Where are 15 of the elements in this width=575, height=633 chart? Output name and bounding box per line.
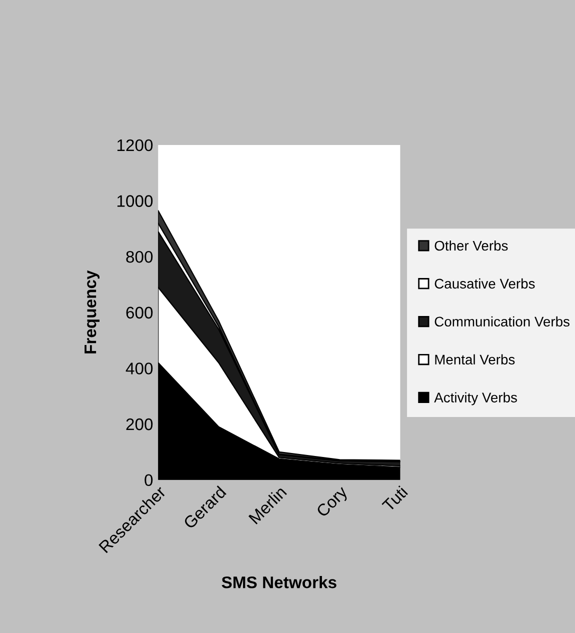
x-axis-title: SMS Networks [222, 576, 336, 588]
y-tick-label: 400 [126, 362, 153, 374]
y-tick-label: 200 [126, 418, 153, 430]
legend-label: Communication Verbs [434, 316, 570, 327]
y-tick-label: 800 [126, 250, 153, 263]
legend-label: Activity Verbs [434, 392, 517, 406]
y-tick-label: 1000 [117, 195, 153, 207]
legend-label: Causative Verbs [434, 278, 535, 289]
legend-label: Other Verbs [434, 240, 508, 251]
y-axis-title: Frequency [84, 270, 100, 354]
y-tick-label: 600 [126, 306, 153, 319]
x-tick-label: Tuti [381, 485, 408, 512]
y-tick-label: 0 [144, 474, 153, 486]
y-tick-label: 1200 [117, 139, 153, 152]
legend-label: Mental Verbs [435, 354, 515, 365]
